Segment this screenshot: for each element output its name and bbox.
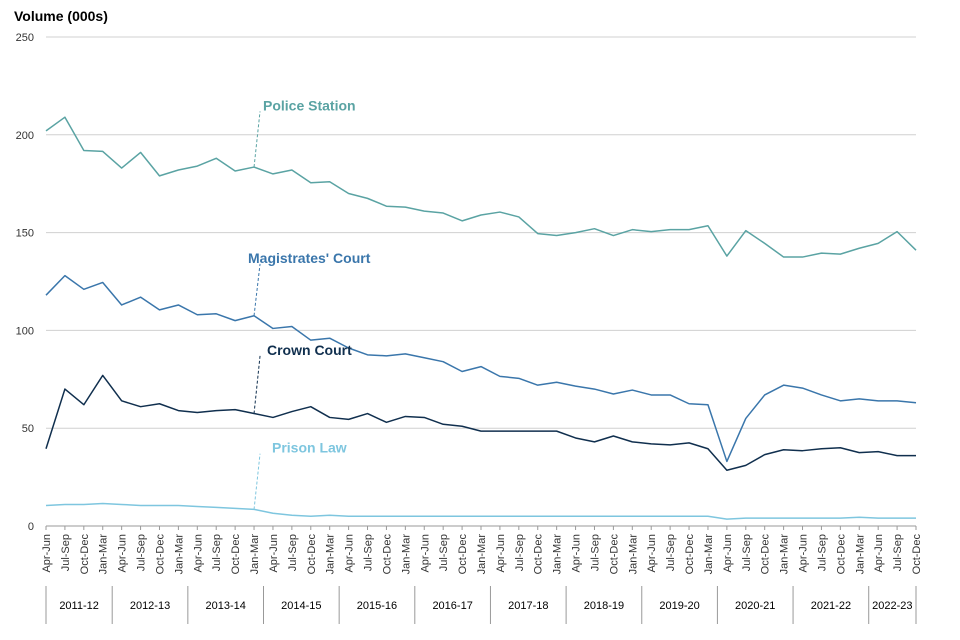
x-tick-label: Apr-Jun [646,534,658,573]
x-tick-label: Jan-Mar [476,534,488,575]
year-label: 2013-14 [205,600,245,612]
y-tick-label: 50 [22,423,34,435]
x-tick-label: Jan-Mar [552,534,564,575]
year-label: 2021-22 [811,600,851,612]
year-label: 2020-21 [735,600,775,612]
x-tick-label: Oct-Dec [760,534,772,575]
year-label: 2022-23 [872,600,912,612]
series-label: Crown Court [267,342,352,358]
y-tick-label: 150 [16,228,34,240]
x-tick-label: Apr-Jun [571,534,583,573]
x-tick-label: Jul-Sep [136,534,148,571]
x-tick-label: Apr-Jun [192,534,204,573]
x-tick-label: Jul-Sep [892,534,904,571]
series-label: Magistrates' Court [248,250,371,266]
series-line [45,274,917,463]
x-tick-label: Jan-Mar [400,534,412,575]
y-tick-label: 250 [16,32,34,44]
x-tick-label: Oct-Dec [381,534,393,575]
x-tick-label: Apr-Jun [344,534,356,573]
x-tick-label: Jan-Mar [627,534,639,575]
x-tick-label: Apr-Jun [495,534,507,573]
x-tick-label: Oct-Dec [684,534,696,575]
y-tick-labels: 0 50 100 150 200 250 [16,32,34,533]
series-layer [45,116,917,520]
x-tick-label: Apr-Jun [798,534,810,573]
x-tick-label: Jan-Mar [98,534,110,575]
year-label: 2011-12 [59,600,99,612]
x-tick-label: Apr-Jun [41,534,53,573]
x-tick-label: Oct-Dec [835,534,847,575]
series-leader-line [253,111,261,168]
x-tick-label: Jul-Sep [438,534,450,571]
x-tick-label: Jul-Sep [60,534,72,571]
y-axis-title: Volume (000s) [14,8,108,24]
series-labels: Police Station Magistrates' Court Crown Co… [248,97,371,510]
x-tick-label: Jan-Mar [703,534,715,575]
x-tick-label: Jan-Mar [779,534,791,575]
x-tick-label: Jul-Sep [211,534,223,571]
x-tick-label: Apr-Jun [419,534,431,573]
year-label: 2018-19 [584,600,624,612]
x-tick-label: Apr-Jun [873,534,885,573]
series-leader-line [253,453,261,510]
x-tick-label: Jan-Mar [325,534,337,575]
x-tick-label: Oct-Dec [230,534,242,575]
year-label: 2015-16 [357,600,397,612]
x-tick-label: Oct-Dec [911,534,923,575]
x-tick-label: Jul-Sep [363,534,375,571]
x-tick-label: Oct-Dec [306,534,318,575]
series-line [45,502,916,520]
series-label: Prison Law [272,440,347,456]
x-tick-label: Oct-Dec [457,534,469,575]
x-tick-label: Apr-Jun [268,534,280,573]
y-tick-label: 0 [28,521,34,533]
series-leader-line [253,355,261,414]
x-tick-label: Jan-Mar [173,534,185,575]
year-groups: 2011-12 2012-13 2013-14 2014-15 2015-16 2016-… [45,586,917,624]
x-tick-label: Oct-Dec [533,534,545,575]
year-label: 2012-13 [130,600,170,612]
x-tick-labels: Apr-Jun Jul-Sep Oct-Dec Jan-Mar Apr-Jun Jul-S… [41,526,923,574]
y-tick-label: 200 [16,130,34,142]
x-tick-label: Jul-Sep [741,534,753,571]
x-tick-label: Jul-Sep [816,534,828,571]
series-label: Police Station [263,97,356,113]
year-label: 2016-17 [432,600,472,612]
x-tick-label: Apr-Jun [722,534,734,573]
grid-layer [46,36,916,527]
x-tick-label: Jul-Sep [665,534,677,571]
y-tick-label: 100 [16,325,34,337]
x-tick-label: Oct-Dec [154,534,166,575]
series-line [45,374,916,471]
year-label: 2019-20 [659,600,699,612]
x-tick-label: Jul-Sep [514,534,526,571]
x-tick-label: Jul-Sep [287,534,299,571]
year-label: 2014-15 [281,600,321,612]
year-label: 2017-18 [508,600,548,612]
x-tick-label: Oct-Dec [79,534,91,575]
x-tick-label: Jan-Mar [854,534,866,575]
series-line [45,116,917,258]
x-tick-label: Jan-Mar [249,534,261,575]
series-leader-line [253,263,261,316]
x-tick-label: Jul-Sep [589,534,601,571]
x-tick-label: Oct-Dec [608,534,620,575]
x-tick-label: Apr-Jun [117,534,129,573]
